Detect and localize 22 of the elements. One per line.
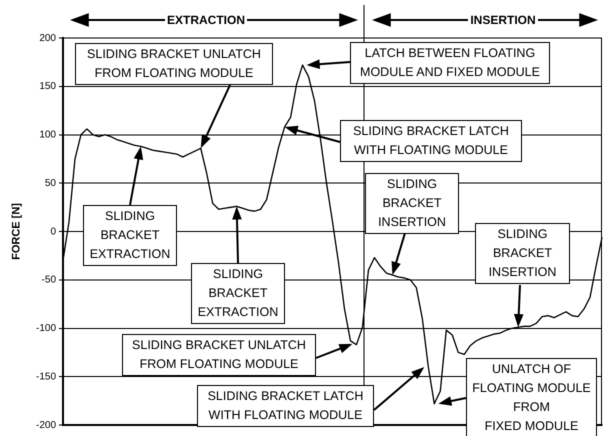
annotation: SLIDING BRACKET LATCH WITH FLOATING MODULE <box>341 122 521 160</box>
y-tick-label: -100 <box>36 323 56 334</box>
y-tick-label: 100 <box>39 130 56 140</box>
y-axis-title: FORCE [N] <box>10 202 23 260</box>
text: EXTRACTION <box>165 13 247 27</box>
text: INSERTION <box>468 13 538 27</box>
y-tick-label: -50 <box>42 274 56 286</box>
y-tick-label: 200 <box>39 32 56 44</box>
y-tick-label: 50 <box>44 178 56 189</box>
y-tick-label: 0 <box>50 226 56 238</box>
annotation: UNLATCH OF FLOATING MODULE FROM FIXED MODULE <box>467 360 596 436</box>
annotation: SLIDING BRACKET UNLATCH FROM FLOATING MODULE <box>76 45 272 83</box>
annotation: SLIDING BRACKET EXTRACTION <box>192 265 284 322</box>
annotation: SLIDING BRACKET EXTRACTION <box>84 207 176 264</box>
annotation: SLIDING BRACKET LATCH WITH FLOATING MODULE <box>198 387 373 425</box>
annotation: SLIDING BRACKET UNLATCH FROM FLOATING MODULE <box>123 336 315 374</box>
y-tick-label: -200 <box>36 420 56 431</box>
annotation: SLIDING BRACKET INSERTION <box>476 225 569 282</box>
annotation: SLIDING BRACKET INSERTION <box>366 175 458 232</box>
annotation: LATCH BETWEEN FLOATING MODULE AND FIXED MODULE <box>351 44 549 82</box>
y-tick-label: -150 <box>36 371 56 382</box>
y-tick-label: 150 <box>39 81 56 92</box>
